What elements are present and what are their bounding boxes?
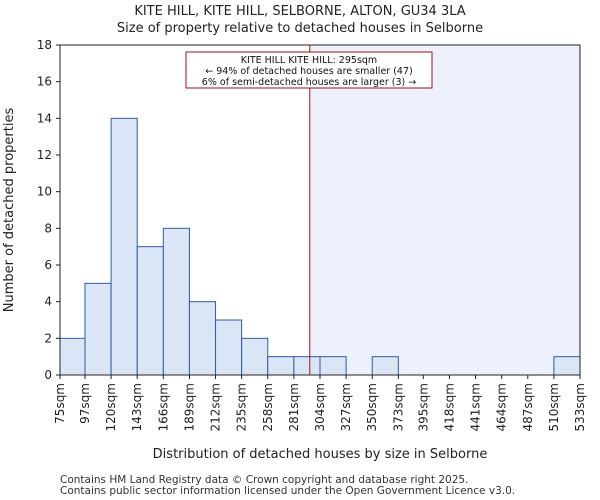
bar — [241, 337, 269, 376]
bar — [267, 356, 295, 376]
bar — [110, 117, 138, 376]
larger-region-shade — [309, 45, 580, 375]
bar — [319, 356, 347, 376]
y-axis-label: Number of detached properties — [2, 108, 17, 313]
x-tick-label: 166sqm — [156, 383, 170, 431]
bar — [136, 246, 164, 376]
y-tick-label: 18 — [37, 38, 52, 52]
y-tick-label: 2 — [44, 331, 52, 345]
x-tick-label: 373sqm — [391, 383, 405, 431]
x-tick-label: 304sqm — [313, 383, 327, 431]
y-tick-label: 16 — [37, 75, 52, 89]
x-axis-label: Distribution of detached houses by size … — [153, 447, 488, 462]
chart-subtitle: Size of property relative to detached ho… — [116, 21, 484, 36]
x-tick-label: 143sqm — [130, 383, 144, 431]
x-tick-label: 75sqm — [53, 383, 67, 424]
y-tick-label: 0 — [44, 368, 52, 382]
bar — [162, 227, 190, 376]
x-tick-label: 281sqm — [287, 383, 301, 431]
y-tick-label: 4 — [44, 295, 52, 309]
footer-line-2: Contains public sector information licen… — [60, 485, 516, 497]
x-tick-label: 212sqm — [209, 383, 223, 431]
annotation-line: KITE HILL KITE HILL: 295sqm — [241, 55, 377, 66]
bar — [553, 356, 581, 376]
x-tick-label: 258sqm — [261, 383, 275, 431]
annotation-box — [185, 51, 433, 89]
bar — [293, 356, 321, 376]
bar — [371, 356, 399, 376]
x-tick-label: 97sqm — [78, 383, 92, 424]
x-tick-label: 441sqm — [469, 383, 483, 431]
y-tick-label: 12 — [37, 148, 52, 162]
bar — [84, 282, 112, 376]
x-tick-label: 120sqm — [104, 383, 118, 431]
footer-line-1: Contains HM Land Registry data © Crown c… — [60, 474, 469, 486]
x-tick-label: 189sqm — [182, 383, 196, 431]
x-tick-label: 487sqm — [521, 383, 535, 431]
x-tick-label: 327sqm — [339, 383, 353, 431]
y-tick-label: 14 — [37, 111, 52, 125]
x-tick-label: 350sqm — [365, 383, 379, 431]
x-tick-label: 395sqm — [416, 383, 430, 431]
x-tick-label: 418sqm — [442, 383, 456, 431]
y-tick-label: 6 — [44, 258, 52, 272]
bar — [59, 337, 86, 376]
chart-title: KITE HILL, KITE HILL, SELBORNE, ALTON, G… — [134, 4, 466, 19]
y-tick-label: 8 — [44, 221, 52, 235]
x-tick-label: 464sqm — [495, 383, 509, 431]
bar — [215, 319, 243, 376]
y-tick-label: 10 — [37, 185, 52, 199]
x-tick-label: 533sqm — [573, 383, 587, 431]
annotation-line: ← 94% of detached houses are smaller (47… — [205, 66, 412, 77]
x-tick-label: 510sqm — [547, 383, 561, 431]
x-tick-label: 235sqm — [235, 383, 249, 431]
bar — [188, 301, 217, 376]
annotation-line: 6% of semi-detached houses are larger (3… — [202, 77, 416, 88]
